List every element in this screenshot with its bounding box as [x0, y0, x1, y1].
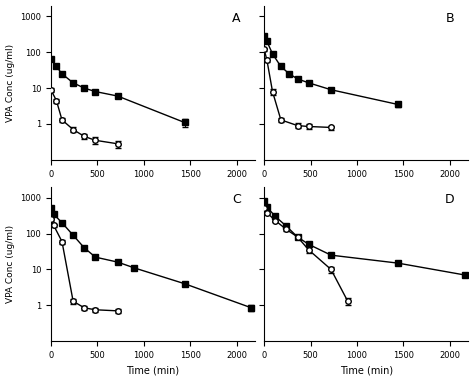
X-axis label: Time (min): Time (min): [127, 365, 180, 375]
Y-axis label: VPA Conc (ug/ml): VPA Conc (ug/ml): [6, 44, 15, 122]
Text: A: A: [232, 12, 241, 25]
X-axis label: Time (min): Time (min): [340, 365, 393, 375]
Text: B: B: [446, 12, 454, 25]
Text: C: C: [232, 193, 241, 206]
Text: D: D: [445, 193, 454, 206]
Y-axis label: VPA Conc (ug/ml): VPA Conc (ug/ml): [6, 225, 15, 303]
